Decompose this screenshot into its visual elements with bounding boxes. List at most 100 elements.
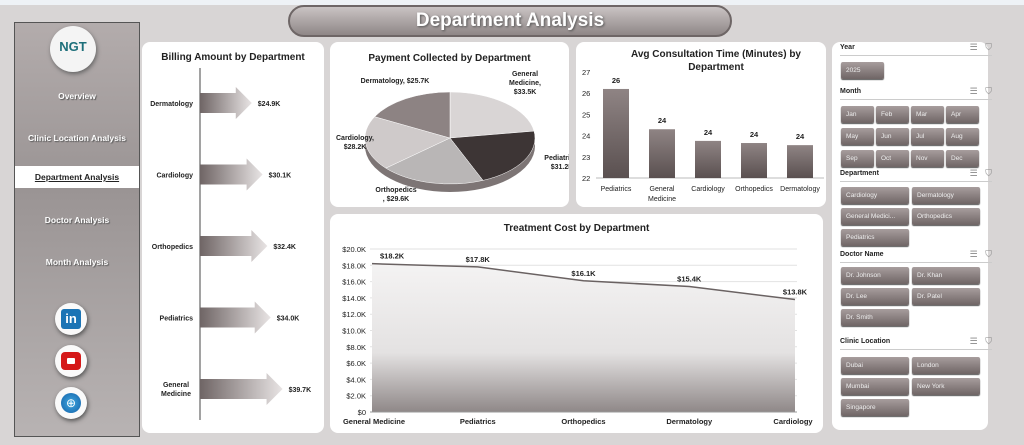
clear-filter-icon[interactable]: ⛉ [985,168,992,178]
slicer-button-month[interactable]: Jul [911,128,944,145]
slicer-title: Month [840,88,861,95]
slicer-button-month[interactable]: Dec [946,150,979,167]
slicer-button-month[interactable]: Oct [876,150,909,167]
slicer-button-location[interactable]: Mumbai [841,378,909,395]
clear-filter-icon[interactable]: ⛉ [985,336,992,346]
slicer-header-location: Clinic Location ☰ ⛉ [840,336,992,350]
data-label: Dermatology, $25.7K [361,78,430,85]
y-tick-label: 24 [582,132,590,141]
payment-pie-chart: General Medicine, $33.5K Pediatrics, $31.2K O… [336,71,569,203]
slicer-button-location[interactable]: Dubai [841,357,909,374]
y-tick-label: 23 [582,153,590,162]
linkedin-button[interactable]: in [55,303,87,335]
arrow-bar [200,230,268,262]
nav-department-analysis[interactable]: Department Analysis [15,166,139,188]
slicer-button-doctor[interactable]: Dr. Johnson [841,267,909,284]
category-label: Pediatrics [601,186,632,193]
slicer-button-doctor[interactable]: Dr. Smith [841,309,909,326]
slicer-button-department[interactable]: Orthopedics [912,208,980,225]
data-label: General [512,71,538,78]
chart-title: Payment Collected by Department [368,53,531,64]
series-line [371,262,796,301]
category-label: General [650,186,675,193]
nav-doctor-analysis[interactable]: Doctor Analysis [44,215,110,225]
data-label: 26 [612,76,620,85]
clear-filter-icon[interactable]: ⛉ [985,249,992,259]
slicer-button-location[interactable]: London [912,357,980,374]
category-label: Orthopedics [561,417,605,426]
data-label: $13.8K [783,288,808,297]
logo: NGT [50,26,96,72]
slicer-button-department[interactable]: Pediatrics [841,229,909,246]
slicer-button-month[interactable]: Mar [911,106,944,123]
category-label: Dermatology [780,186,820,193]
arrow-bar [200,301,271,334]
slicer-button-doctor[interactable]: Dr. Patel [912,288,980,305]
data-label: $18.2K [380,252,405,261]
slicer-button-month[interactable]: Feb [876,106,909,123]
multi-select-icon[interactable]: ☰ [969,168,978,178]
category-label: Dermatology [150,101,193,108]
slicer-button-month[interactable]: Jun [876,128,909,145]
slicer-button-location[interactable]: New York [912,378,980,395]
y-tick-label: $4.0K [346,375,366,384]
data-label: $15.4K [677,274,702,283]
y-tick-label: 26 [582,89,590,98]
data-label: $33.5K [514,89,537,96]
slicer-button-month[interactable]: Nov [911,150,944,167]
multi-select-icon[interactable]: ☰ [969,86,978,96]
slicer-button-year[interactable]: 2025 [841,62,884,79]
y-tick-label: $8.0K [346,343,366,352]
category-label: General Medicine [343,417,405,426]
y-tick-label: $18.0K [342,261,366,270]
y-tick-label: $14.0K [342,294,366,303]
nav-month-analysis[interactable]: Month Analysis [45,257,109,267]
category-label: Dermatology [666,417,713,426]
data-label: $17.8K [466,255,491,264]
slicer-button-month[interactable]: Jan [841,106,874,123]
multi-select-icon[interactable]: ☰ [969,42,978,52]
category-label: Medicine [161,391,191,398]
arrow-bar [200,158,263,191]
y-tick-label: 27 [582,68,590,77]
slicer-button-department[interactable]: Dermatology [912,187,980,204]
youtube-button[interactable] [55,345,87,377]
slicer-button-month[interactable]: Sep [841,150,874,167]
website-button[interactable]: ⊕ [55,387,87,419]
arrow-bar [200,373,283,405]
slicer-button-month[interactable]: May [841,128,874,145]
slicer-button-doctor[interactable]: Dr. Khan [912,267,980,284]
pie-slice [374,91,451,139]
data-label: $31.2K [551,164,569,171]
slicer-button-department[interactable]: General Medici... [841,208,909,225]
arrow-bar [200,87,252,119]
data-label: 24 [750,130,759,139]
slicer-button-location[interactable]: Singapore [841,399,909,416]
slicer-button-month[interactable]: Aug [946,128,979,145]
y-tick-label: 22 [582,174,590,183]
nav-overview[interactable]: Overview [58,91,96,101]
y-tick-label: 25 [582,110,590,119]
slicer-button-doctor[interactable]: Dr. Lee [841,288,909,305]
area-fill [372,263,795,412]
bar [603,88,629,178]
nav-clinic-location-analysis[interactable]: Clinic Location Analysis [28,133,126,143]
multi-select-icon[interactable]: ☰ [969,336,978,346]
multi-select-icon[interactable]: ☰ [969,249,978,259]
slicer-button-month[interactable]: Apr [946,106,979,123]
category-label: General [163,382,189,389]
billing-chart-card: Billing Amount by Department Dermatology… [142,42,324,433]
clear-filter-icon[interactable]: ⛉ [985,86,992,96]
y-tick-label: $10.0K [342,327,366,336]
clear-filter-icon[interactable]: ⛉ [985,42,992,52]
category-label: Medicine [648,196,676,203]
slicer-icons: ☰ ⛉ [970,168,992,179]
data-label: $39.7K [289,387,312,394]
slicer-header-department: Department ☰ ⛉ [840,168,992,182]
slicer-header-year: Year ☰ ⛉ [840,42,992,56]
slicer-icons: ☰ ⛉ [970,42,992,53]
top-band [0,0,1024,5]
pie-slice [449,130,536,181]
slicer-button-department[interactable]: Cardiology [841,187,909,204]
youtube-icon [61,352,81,370]
